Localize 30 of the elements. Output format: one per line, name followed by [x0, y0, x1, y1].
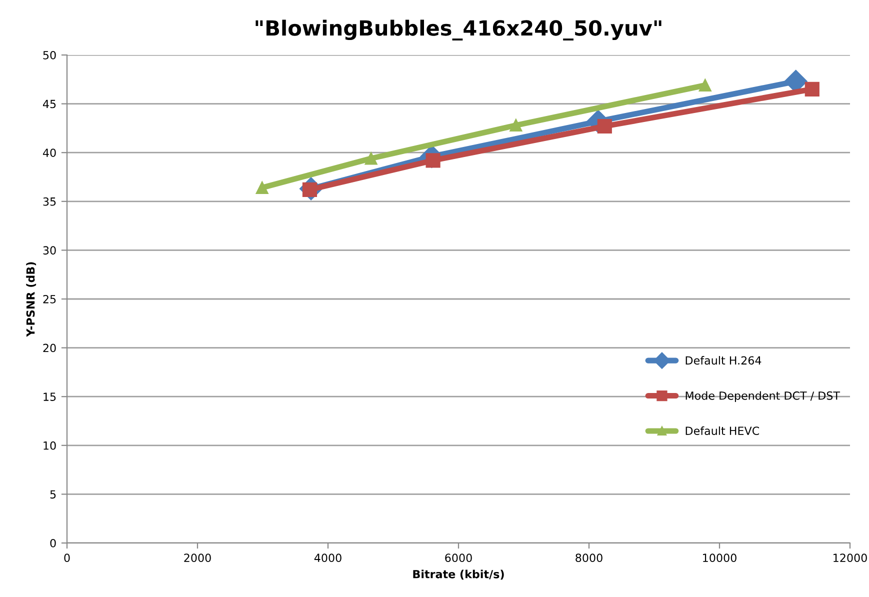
- x-tick-label: 0: [64, 554, 70, 562]
- y-tick-label: 30: [43, 246, 56, 255]
- point: [597, 118, 612, 134]
- y-tick-label: 35: [43, 197, 56, 206]
- legend-label: Default HEVC: [686, 426, 760, 436]
- point: [364, 152, 378, 165]
- y-tick-label: 5: [50, 490, 56, 499]
- x-axis-title: Bitrate (kbit/s): [413, 570, 504, 580]
- legend-label: Mode Dependent DCT / DST: [686, 391, 840, 402]
- y-tick-label: 40: [42, 148, 56, 157]
- chart-title: "BlowingBubbles_416x240_50.yuv": [256, 20, 662, 40]
- point: [804, 82, 820, 96]
- x-tick-label: 2000: [184, 554, 211, 562]
- y-tick-label: 25: [43, 294, 56, 304]
- y-tick-label: 15: [44, 392, 56, 401]
- legend-label: Default H.264: [686, 356, 762, 365]
- point: [698, 79, 712, 92]
- y-tick-label: 0: [50, 538, 56, 548]
- y-tick-label: 45: [42, 100, 56, 108]
- y-axis-title: Y-PSNR (dB): [26, 262, 36, 337]
- x-tick-label: 4000: [314, 554, 342, 562]
- x-tick-label: 12000: [834, 554, 867, 562]
- y-tick-label: 10: [44, 441, 56, 450]
- x-tick-label: 6000: [445, 554, 472, 562]
- point: [256, 181, 268, 194]
- x-tick-label: 10000: [703, 554, 736, 562]
- point: [510, 119, 522, 132]
- y-tick-label: 50: [43, 50, 56, 60]
- x-tick-label: 8000: [576, 554, 602, 562]
- y-tick-label: 20: [43, 344, 56, 352]
